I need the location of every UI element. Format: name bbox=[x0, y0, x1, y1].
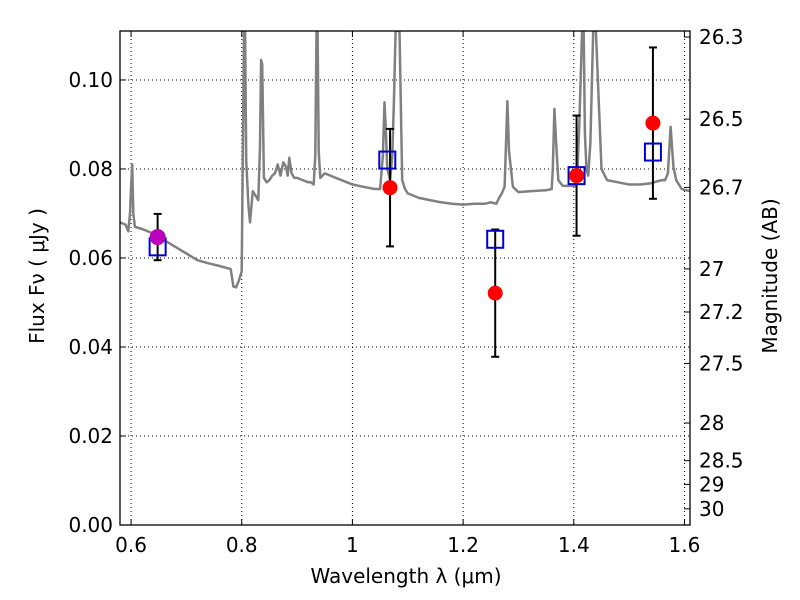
mag-tick-label: 28 bbox=[699, 411, 724, 435]
x-tick-label: 1.2 bbox=[447, 533, 479, 557]
measured-point bbox=[569, 168, 585, 184]
grid bbox=[120, 31, 690, 526]
measured-point bbox=[487, 285, 503, 301]
y-axis-label: Flux Fν ( μJy ) bbox=[25, 208, 49, 344]
y-tick-label: 0.08 bbox=[68, 157, 113, 181]
measured-point bbox=[382, 180, 398, 196]
x-tick-label: 1.6 bbox=[669, 533, 701, 557]
optical-point bbox=[149, 229, 166, 246]
y-tick-label: 0.00 bbox=[68, 513, 113, 537]
mag-tick-label: 27.5 bbox=[699, 351, 744, 375]
synthetic-square bbox=[643, 142, 662, 162]
synthetic-square bbox=[486, 229, 505, 249]
x-axis-label: Wavelength λ (μm) bbox=[310, 564, 501, 588]
mag-tick-label: 26.7 bbox=[699, 175, 744, 199]
synthetic-square bbox=[378, 150, 397, 170]
y-tick-label: 0.02 bbox=[68, 424, 113, 448]
y-tick-label: 0.10 bbox=[68, 68, 113, 92]
mag-tick-label: 26.5 bbox=[699, 107, 744, 131]
mag-tick-label: 30 bbox=[699, 497, 724, 521]
y-tick-label: 0.04 bbox=[68, 335, 113, 359]
mag-tick-label: 29 bbox=[699, 472, 724, 496]
synthetic-square bbox=[567, 166, 586, 186]
axis-ticks: 0.6 0.8 1 1.2 1.4 1.6 0.00 0.02 0.04 0.06 0.08 0.10… bbox=[68, 25, 743, 557]
x-tick-label: 1.4 bbox=[558, 533, 590, 557]
x-tick-label: 1 bbox=[346, 533, 359, 557]
plot-area bbox=[120, 31, 690, 358]
y-tick-label: 0.06 bbox=[68, 246, 113, 270]
mag-tick-label: 27 bbox=[699, 257, 724, 281]
right-axis-label: Magnitude (AB) bbox=[758, 198, 782, 353]
x-tick-label: 0.6 bbox=[115, 533, 147, 557]
plot-frame bbox=[119, 30, 691, 526]
mag-tick-label: 27.2 bbox=[699, 300, 744, 324]
x-tick-label: 0.8 bbox=[226, 533, 258, 557]
measured-point bbox=[645, 115, 661, 131]
model-spectrum-line bbox=[120, 31, 690, 289]
mag-tick-label: 26.3 bbox=[699, 25, 744, 49]
mag-tick-label: 28.5 bbox=[699, 449, 744, 473]
